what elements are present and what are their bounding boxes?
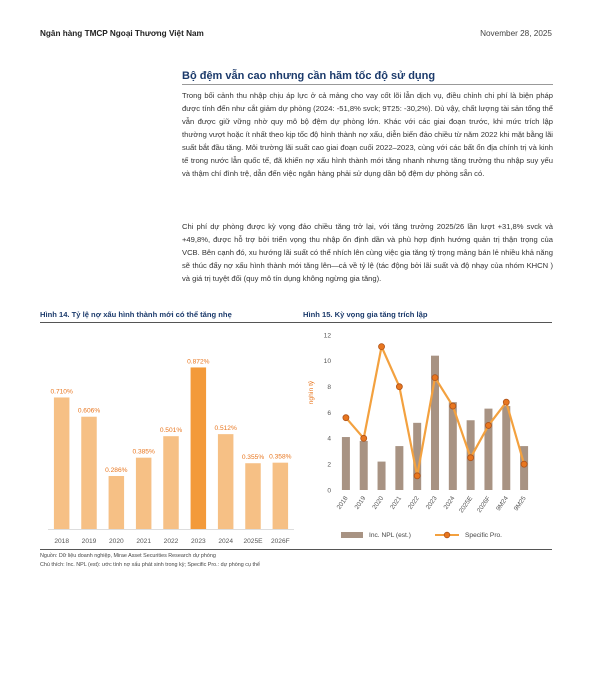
data-label-2026F: 0.358%: [269, 454, 292, 461]
specific-pro-point-2019: [360, 434, 368, 442]
x-tick-label: 2025E: [243, 538, 263, 545]
x-tick-label: 2024: [443, 495, 457, 511]
bar-inc-npl-2026F: [484, 408, 493, 490]
x-tick-label: 2018: [336, 495, 350, 511]
data-label-2020: 0.286%: [105, 467, 128, 474]
legend-label-specific-pro: Specific Pro.: [465, 532, 502, 539]
figure-top-divider: [40, 322, 552, 323]
x-tick-label: 2022: [407, 495, 421, 511]
specific-pro-point-2026F: [485, 422, 492, 429]
specific-pro-point-9M24: [502, 398, 510, 406]
section-title: Bộ đệm vẫn cao nhưng cần hãm tốc độ sử d…: [182, 70, 436, 82]
specific-pro-point-2021: [395, 383, 403, 391]
figure-14-title: Hình 14. Tỷ lệ nợ xấu hình thành mới có …: [40, 310, 232, 319]
x-tick-label: 2025E: [458, 495, 474, 514]
specific-pro-point-2025E: [467, 454, 475, 462]
title-divider: [182, 84, 553, 85]
bar-2024: [217, 434, 234, 529]
x-tick-label: 2022: [164, 538, 179, 545]
legend-swatch-specific-pro-marker: [443, 531, 451, 539]
bar-2025E: [245, 463, 261, 529]
paragraph-1: Trong bối cảnh thu nhập chịu áp lực ở cả…: [182, 91, 553, 178]
y-tick-label: 2: [327, 461, 331, 468]
bank-name: Ngân hàng TMCP Ngoại Thương Việt Nam: [40, 29, 204, 38]
bar-2020: [108, 476, 125, 529]
x-tick-label: 2026F: [476, 495, 492, 514]
figure-bottom-divider: [40, 549, 552, 550]
bar-inc-npl-2022: [413, 422, 422, 490]
bar-inc-npl-9M24: [502, 406, 511, 490]
x-tick-label: 9M24: [495, 495, 510, 512]
x-tick-label: 2026F: [271, 538, 290, 545]
x-tick-label: 2020: [109, 538, 124, 545]
figure-15-chart: nghìn tỷ 0 2 4 6 8 10 12 2018 2019 2020 2021 2022 202…: [308, 332, 529, 539]
x-tick-label: 2021: [389, 495, 403, 511]
bar-2021: [135, 457, 152, 529]
bar-inc-npl-2018: [341, 437, 350, 490]
bar-inc-npl-9M25: [520, 446, 529, 490]
data-label-2018: 0.710%: [50, 388, 73, 395]
data-label-2023: 0.872%: [187, 358, 210, 365]
y-tick-label: 4: [327, 436, 331, 443]
bar-inc-npl-2019: [359, 440, 368, 490]
x-tick-label: 9M25: [513, 495, 528, 512]
legend-label-inc-npl: Inc. NPL (est.): [369, 532, 411, 539]
data-label-2021: 0.385%: [132, 449, 155, 456]
data-label-2024: 0.512%: [214, 425, 237, 432]
y-tick-label: 0: [327, 487, 331, 494]
bar-2023: [190, 367, 207, 529]
figure-14-chart: 0.710% 2018 0.606% 2019 0.286% 2020 0.385% 2021…: [48, 358, 294, 545]
x-tick-label: 2020: [371, 495, 385, 511]
y-tick-label: 12: [324, 332, 332, 339]
source-note: Nguồn: Dữ liệu doanh nghiệp, Mirae Asset…: [40, 553, 216, 559]
page-header: Ngân hàng TMCP Ngoại Thương Việt Nam Nov…: [40, 29, 552, 41]
bar-inc-npl-2024: [448, 402, 457, 490]
y-tick-label: 8: [327, 384, 331, 391]
x-tick-label: 2021: [136, 538, 151, 545]
specific-pro-point-2022: [413, 472, 421, 480]
y-axis-label: nghìn tỷ: [308, 380, 315, 404]
specific-pro-point-2024: [449, 402, 457, 410]
figure-15-title: Hình 15. Kỳ vọng gia tăng trích lập: [303, 310, 428, 319]
bar-inc-npl-2020: [377, 461, 386, 490]
y-tick-label: 6: [327, 410, 331, 417]
specific-pro-point-9M25: [520, 460, 528, 468]
specific-pro-point-2018: [342, 414, 350, 422]
bar-inc-npl-2021: [395, 446, 404, 490]
data-label-2019: 0.606%: [78, 408, 101, 415]
specific-pro-point-2020: [378, 343, 385, 351]
bar-2022: [163, 436, 179, 529]
bar-2019: [81, 416, 97, 529]
x-tick-label: 2018: [54, 538, 69, 545]
x-tick-label: 2019: [353, 495, 367, 511]
x-tick-label: 2023: [191, 538, 206, 545]
x-tick-label: 2024: [218, 538, 233, 545]
bar-2026F: [272, 462, 289, 529]
bar-2018: [53, 397, 70, 529]
data-label-2025E: 0.355%: [242, 454, 265, 461]
paragraph-2: Chi phí dự phòng được kỳ vọng đảo chiều …: [182, 222, 553, 283]
explanation-note: Chú thích: Inc. NPL (est): ước tính nợ x…: [40, 562, 260, 568]
report-date: November 28, 2025: [480, 29, 552, 38]
bar-inc-npl-2023: [431, 355, 439, 490]
legend-swatch-inc-npl: [341, 532, 363, 538]
y-tick-label: 10: [324, 358, 332, 365]
data-label-2022: 0.501%: [160, 427, 183, 434]
specific-pro-point-2023: [431, 374, 439, 382]
x-tick-label: 2023: [425, 495, 439, 511]
x-tick-label: 2019: [82, 538, 97, 545]
